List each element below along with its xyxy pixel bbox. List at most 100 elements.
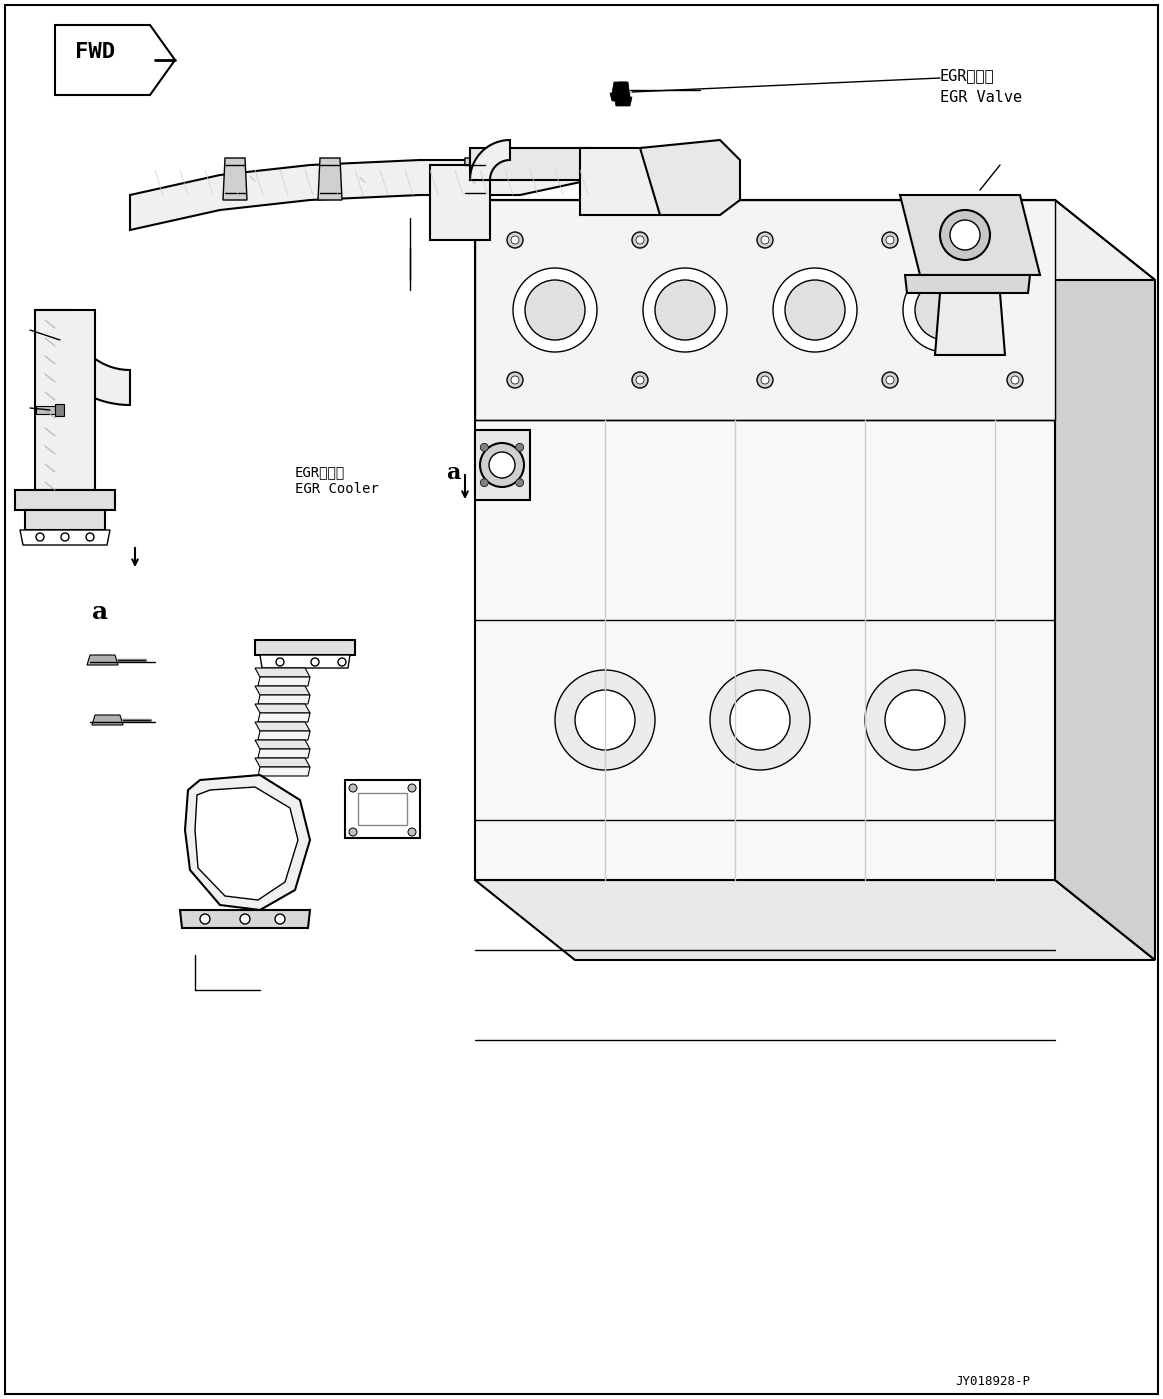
- Circle shape: [480, 443, 525, 487]
- Circle shape: [511, 236, 519, 243]
- Circle shape: [200, 914, 211, 923]
- Polygon shape: [475, 200, 1055, 880]
- Circle shape: [513, 269, 597, 353]
- Polygon shape: [258, 748, 311, 758]
- Text: a: a: [445, 462, 461, 484]
- Polygon shape: [900, 194, 1040, 276]
- Polygon shape: [255, 722, 311, 732]
- Polygon shape: [36, 406, 55, 414]
- Polygon shape: [475, 880, 1155, 960]
- Circle shape: [575, 690, 635, 750]
- Circle shape: [511, 376, 519, 383]
- Polygon shape: [612, 83, 628, 92]
- Polygon shape: [255, 667, 311, 677]
- Circle shape: [636, 376, 644, 383]
- Polygon shape: [255, 740, 311, 748]
- Polygon shape: [87, 655, 117, 665]
- Polygon shape: [1055, 200, 1155, 960]
- Polygon shape: [935, 292, 1005, 355]
- Polygon shape: [611, 92, 630, 101]
- Circle shape: [709, 670, 809, 769]
- Text: EGRクーラ: EGRクーラ: [295, 464, 345, 478]
- Polygon shape: [223, 158, 247, 200]
- Circle shape: [1011, 236, 1019, 243]
- Circle shape: [636, 236, 644, 243]
- Polygon shape: [470, 148, 590, 180]
- Circle shape: [408, 783, 416, 792]
- Circle shape: [276, 658, 284, 666]
- Polygon shape: [15, 490, 115, 511]
- Circle shape: [757, 232, 773, 248]
- Circle shape: [274, 914, 285, 923]
- Text: EGR Cooler: EGR Cooler: [295, 483, 379, 497]
- Circle shape: [349, 828, 357, 837]
- Circle shape: [507, 372, 523, 388]
- Polygon shape: [475, 429, 530, 499]
- Polygon shape: [35, 311, 95, 490]
- Polygon shape: [195, 788, 298, 900]
- Polygon shape: [255, 639, 355, 655]
- Circle shape: [60, 533, 69, 541]
- Polygon shape: [258, 732, 311, 740]
- Circle shape: [950, 220, 980, 250]
- Circle shape: [632, 232, 648, 248]
- Polygon shape: [35, 311, 130, 404]
- Circle shape: [882, 372, 898, 388]
- Polygon shape: [358, 793, 407, 825]
- Circle shape: [1011, 376, 1019, 383]
- Circle shape: [761, 236, 769, 243]
- Circle shape: [488, 452, 515, 478]
- Circle shape: [757, 372, 773, 388]
- Text: FWD: FWD: [74, 42, 115, 62]
- Circle shape: [480, 443, 488, 452]
- Circle shape: [886, 236, 894, 243]
- Circle shape: [349, 783, 357, 792]
- Polygon shape: [905, 276, 1030, 292]
- Polygon shape: [255, 758, 311, 767]
- Circle shape: [555, 670, 655, 769]
- Polygon shape: [185, 775, 311, 909]
- Polygon shape: [317, 158, 342, 200]
- Circle shape: [86, 533, 94, 541]
- Circle shape: [885, 690, 946, 750]
- Circle shape: [886, 376, 894, 383]
- Polygon shape: [475, 200, 1055, 420]
- Polygon shape: [130, 148, 590, 229]
- Circle shape: [507, 232, 523, 248]
- Circle shape: [525, 280, 585, 340]
- Circle shape: [240, 914, 250, 923]
- Polygon shape: [258, 767, 311, 776]
- Circle shape: [773, 269, 857, 353]
- Circle shape: [1007, 372, 1023, 388]
- Polygon shape: [258, 695, 311, 704]
- Circle shape: [730, 690, 790, 750]
- Polygon shape: [180, 909, 311, 928]
- Polygon shape: [640, 140, 740, 215]
- Circle shape: [1007, 232, 1023, 248]
- Polygon shape: [258, 713, 311, 722]
- Polygon shape: [463, 158, 487, 200]
- Polygon shape: [616, 83, 630, 97]
- Text: EGRバルブ: EGRバルブ: [940, 69, 994, 83]
- Polygon shape: [261, 655, 350, 667]
- Polygon shape: [24, 511, 105, 530]
- Polygon shape: [20, 530, 110, 546]
- Polygon shape: [614, 97, 632, 106]
- Circle shape: [36, 533, 44, 541]
- Circle shape: [515, 478, 523, 487]
- Circle shape: [408, 828, 416, 837]
- Text: a: a: [92, 600, 108, 624]
- Circle shape: [515, 443, 523, 452]
- Circle shape: [761, 376, 769, 383]
- Polygon shape: [475, 200, 1155, 280]
- Text: EGR Valve: EGR Valve: [940, 90, 1022, 105]
- Polygon shape: [55, 25, 174, 95]
- Circle shape: [915, 280, 975, 340]
- Circle shape: [882, 232, 898, 248]
- Circle shape: [902, 269, 987, 353]
- Polygon shape: [258, 677, 311, 686]
- Circle shape: [655, 280, 715, 340]
- Circle shape: [632, 372, 648, 388]
- Polygon shape: [580, 148, 680, 215]
- Polygon shape: [255, 704, 311, 713]
